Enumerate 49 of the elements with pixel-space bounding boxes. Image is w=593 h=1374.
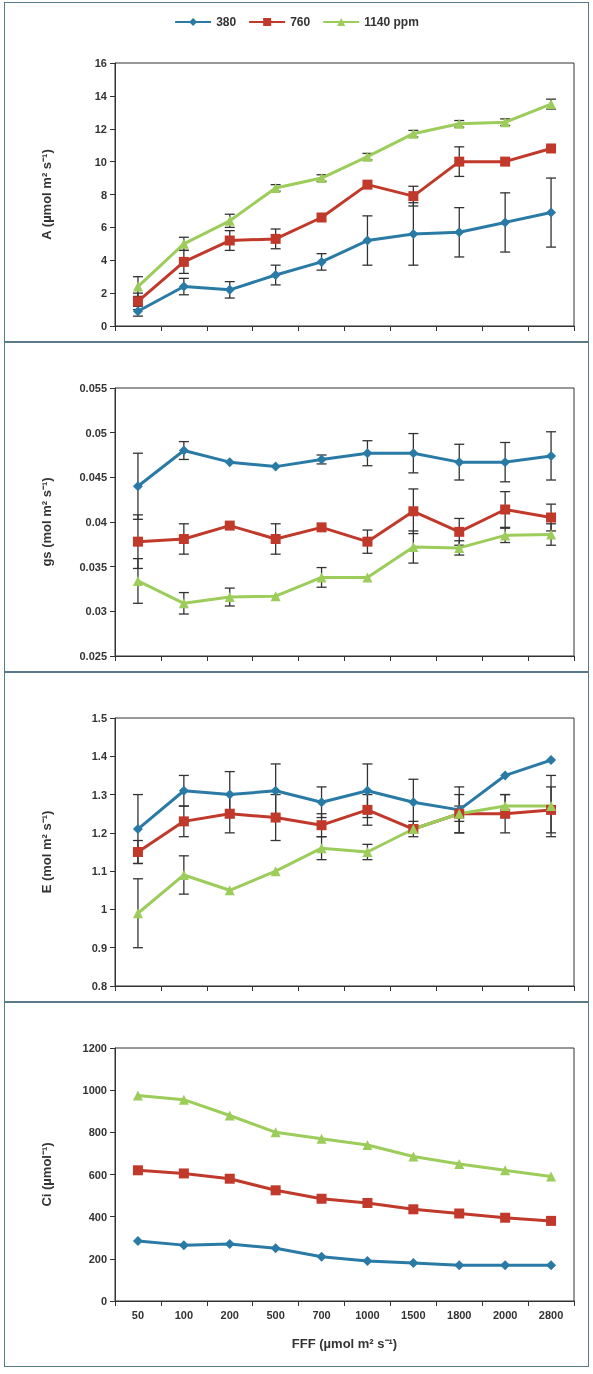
y-tick-label: 1200 [82,1042,107,1054]
y-tick-label: 1.5 [91,712,107,724]
y-tick-label: 0.05 [85,426,107,439]
y-tick-label: 14 [94,89,108,102]
x-tick-label: 2000 [492,1308,518,1321]
y-tick-label: 1.2 [91,826,107,839]
legend-label: 1140 ppm [364,15,419,29]
legend-label: 760 [290,15,311,29]
y-axis-title: E (mol m² s⁻¹) [39,810,54,894]
x-axis-title: FFF (µmol m² s⁻¹) [291,1336,398,1351]
y-axis-title: A (µmol m² s⁻¹) [39,149,54,240]
y-tick-label: 12 [94,122,107,135]
x-tick-label: 2800 [538,1308,564,1321]
y-tick-label: 800 [88,1126,107,1139]
y-tick-label: 16 [94,57,107,69]
y-tick-label: 600 [88,1168,107,1181]
y-tick-label: 0.9 [91,941,107,954]
x-tick-label: 700 [312,1308,331,1321]
y-tick-label: 0.8 [91,980,107,992]
y-tick-label: 8 [100,188,107,201]
x-tick-label: 1800 [447,1308,472,1321]
y-tick-label: 1000 [82,1084,107,1097]
y-tick-label: 1.3 [91,788,107,801]
y-tick-label: 4 [100,254,108,267]
y-tick-label: 0.045 [79,471,107,484]
y-tick-label: 10 [94,155,107,168]
x-tick-label: 100 [174,1308,194,1321]
x-tick-label: 50 [131,1308,145,1321]
y-tick-label: 0 [100,1295,107,1307]
y-tick-label: 1 [100,903,107,916]
y-tick-label: 400 [88,1210,107,1223]
y-tick-label: 0.025 [79,650,107,662]
x-tick-label: 200 [220,1308,239,1321]
y-tick-label: 2 [100,287,107,300]
x-tick-label: 1500 [401,1308,426,1321]
y-axis-title: gs (mol m² s⁻¹) [39,477,54,567]
y-tick-label: 1.1 [91,865,107,878]
y-tick-label: 0.035 [79,560,107,573]
y-tick-label: 0.055 [79,382,107,394]
y-tick-label: 0 [100,320,107,332]
y-tick-label: 1.4 [91,750,108,763]
x-tick-label: 1000 [355,1308,380,1321]
y-tick-label: 0.03 [85,605,107,618]
legend-label: 380 [216,15,237,29]
x-tick-label: 500 [266,1308,285,1321]
y-tick-label: 0.04 [85,516,108,528]
y-axis-title: Ci (µmol⁻¹) [39,1142,54,1207]
y-tick-label: 6 [100,221,107,234]
y-tick-label: 200 [88,1252,107,1265]
